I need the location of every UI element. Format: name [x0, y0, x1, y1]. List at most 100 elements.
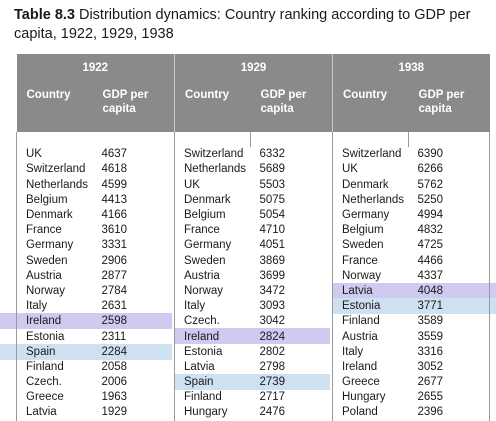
gdp-cell: 3589 — [408, 314, 490, 330]
gdp-cell: 4710 — [250, 223, 333, 239]
country-cell: Spain — [184, 376, 214, 389]
country-cell: Greece — [342, 376, 380, 389]
country-cell: France — [342, 254, 378, 267]
table-row: Sweden 2906 Sweden 3869 France 4466 — [16, 253, 490, 269]
gdp-cell: 5762 — [408, 177, 490, 193]
table-row: Germany 3331 Germany 4051 Sweden 4725 — [16, 238, 490, 254]
gdp-cell: 2824 — [250, 329, 333, 345]
gdp-cell: 2877 — [92, 268, 175, 284]
gdp-cell: 2739 — [250, 375, 333, 391]
gdp-header: GDP per capita — [92, 82, 175, 132]
gdp-cell: 4337 — [408, 268, 490, 284]
gdp-cell: 5054 — [250, 207, 333, 224]
table-row: Ireland 2598 Czech. 3042 Finland 3589 — [16, 314, 490, 330]
table-row: Estonia 2311 Ireland 2824 Austria 3559 — [16, 329, 490, 345]
country-cell: Germany — [16, 238, 93, 254]
table-row: Denmark 4166 Belgium 5054 Germany 4994 — [16, 207, 490, 224]
country-cell: Switzerland — [16, 162, 93, 178]
country-cell: Estonia — [184, 345, 223, 358]
country-cell: Ireland — [184, 330, 220, 343]
country-cell: Austria — [16, 268, 93, 284]
gdp-cell: 2655 — [408, 390, 490, 406]
country-cell: UK — [184, 178, 200, 191]
country-cell: Austria — [342, 330, 378, 343]
gdp-cell: 5689 — [250, 162, 333, 178]
gdp-cell: 2598 — [92, 314, 175, 330]
country-cell: Netherlands — [342, 193, 405, 206]
gdp-cell: 4466 — [408, 253, 490, 269]
year-header-1922: 1922 — [16, 54, 175, 82]
gdp-cell: 3559 — [408, 329, 490, 345]
country-cell: Norway — [184, 284, 223, 297]
country-cell: Switzerland — [184, 148, 244, 161]
gdp-cell: 5075 — [250, 192, 333, 208]
gdp-cell: 2677 — [408, 375, 490, 391]
country-cell: Hungary — [342, 391, 386, 404]
gdp-ranking-table: 1922 1929 1938 Country GDP per capita Co… — [16, 54, 490, 421]
country-cell: Belgium — [184, 209, 226, 222]
gdp-cell: 4166 — [92, 207, 175, 224]
gdp-header: GDP per capita — [250, 82, 333, 132]
gdp-cell: 2284 — [92, 344, 175, 360]
country-cell: Greece — [16, 390, 93, 406]
table-row: France 3610 France 4710 Belgium 4832 — [16, 223, 490, 239]
country-cell: Italy — [342, 345, 364, 358]
country-cell: France — [184, 224, 220, 237]
country-cell: Estonia — [342, 300, 381, 313]
gdp-cell: 2631 — [92, 299, 175, 315]
country-cell: Estonia — [16, 329, 93, 345]
gdp-cell: 3610 — [92, 223, 175, 239]
country-cell: Netherlands — [16, 177, 93, 193]
country-cell: Denmark — [184, 193, 231, 206]
table-row: Finland 2058 Latvia 2798 Ireland 3052 — [16, 359, 490, 375]
gdp-cell: 4832 — [408, 223, 490, 239]
country-cell: Sweden — [184, 254, 226, 267]
gdp-cell: 2802 — [250, 344, 333, 360]
country-cell: Latvia — [184, 360, 215, 373]
country-cell: Latvia — [342, 284, 373, 297]
gdp-cell: 2006 — [92, 375, 175, 391]
gdp-cell: 3052 — [408, 359, 490, 375]
country-cell: Italy — [16, 299, 93, 315]
country-cell: France — [16, 223, 93, 239]
table-row: Italy 2631 Italy 3093 Estonia 3771 — [16, 299, 490, 315]
gdp-cell: 4637 — [92, 147, 175, 163]
country-cell: Germany — [184, 239, 232, 252]
table-row: Belgium 4413 Denmark 5075 Netherlands 5250 — [16, 192, 490, 208]
country-cell: Ireland — [16, 314, 93, 330]
table-label: Table 8.3 — [14, 7, 75, 23]
country-cell: Finland — [184, 391, 222, 404]
table-row: Switzerland 4618 Netherlands 5689 UK 6266 — [16, 162, 490, 178]
country-header: Country — [332, 82, 409, 132]
country-cell: Finland — [342, 315, 380, 328]
country-cell: Ireland — [342, 360, 378, 373]
table-title: Distribution dynamics: Country ranking a… — [14, 7, 471, 42]
table-row: Austria 2877 Austria 3699 Norway 4337 — [16, 268, 490, 284]
gdp-cell: 3771 — [408, 299, 490, 315]
country-cell: Denmark — [16, 207, 93, 224]
country-cell: Finland — [16, 359, 93, 375]
country-cell: Switzerland — [342, 148, 402, 161]
gdp-cell: 4994 — [408, 207, 490, 224]
table-row: UK 4637 Switzerland 6332 Switzerland 6390 — [16, 147, 490, 163]
country-cell: Czech. — [16, 375, 93, 391]
country-cell: Sweden — [342, 239, 384, 252]
gdp-cell: 4618 — [92, 162, 175, 178]
gdp-cell: 4051 — [250, 238, 333, 254]
table-caption: Table 8.3 Distribution dynamics: Country … — [14, 6, 490, 44]
gdp-cell: 2311 — [92, 329, 175, 345]
gdp-cell: 5503 — [250, 177, 333, 193]
gdp-cell: 2906 — [92, 253, 175, 269]
table-body: UK 4637 Switzerland 6332 Switzerland 6390 Swit… — [16, 132, 490, 421]
gdp-cell: 3699 — [250, 268, 333, 284]
gdp-cell: 3316 — [408, 344, 490, 360]
gdp-cell: 6266 — [408, 162, 490, 178]
country-cell: Italy — [184, 300, 206, 313]
gdp-cell: 2798 — [250, 359, 333, 375]
table-row: Spain 2284 Estonia 2802 Italy 3316 — [16, 344, 490, 360]
gdp-header: GDP per capita — [408, 82, 490, 132]
table-row: Norway 2784 Norway 3472 Latvia 4048 — [16, 283, 490, 300]
country-cell: Sweden — [16, 253, 93, 269]
gdp-cell: 3042 — [250, 314, 333, 330]
country-header: Country — [174, 82, 251, 132]
